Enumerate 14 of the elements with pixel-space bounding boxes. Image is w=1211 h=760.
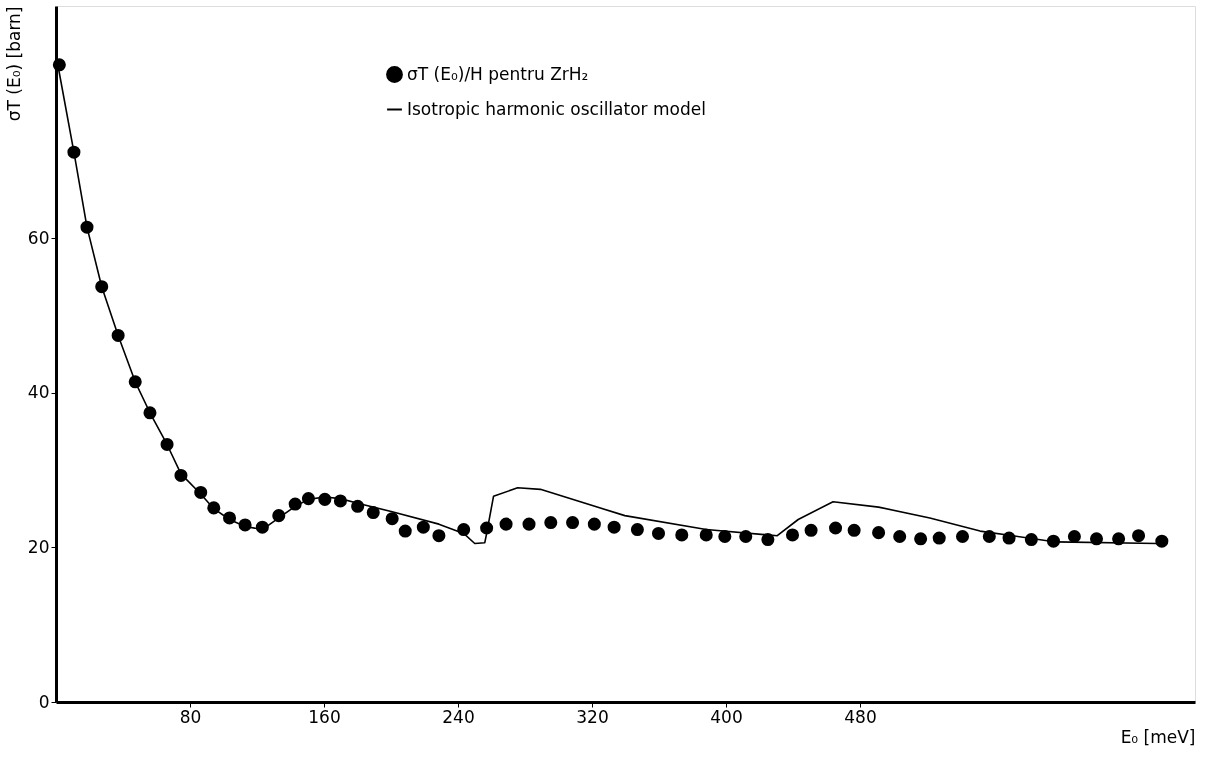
y-tick-label: 40: [27, 382, 50, 403]
x-tick-label: 160: [308, 706, 341, 727]
x-axis-title: E₀ [meV]: [1120, 726, 1196, 747]
y-axis-title: σT (E₀) [barn]: [3, 6, 24, 122]
legend-label: Isotropic harmonic oscillator model: [407, 98, 706, 119]
y-tick-label: 20: [27, 536, 50, 557]
x-tick-label: 480: [844, 706, 877, 727]
x-tick-label: 320: [576, 706, 609, 727]
legend-label: σT (E₀)/H pentru ZrH₂: [407, 63, 589, 84]
y-tick-label: 0: [38, 691, 50, 712]
x-tick-label: 400: [710, 706, 743, 727]
y-tick-label: 60: [27, 227, 50, 248]
x-tick-label: 80: [179, 706, 202, 727]
x-tick-label: 240: [442, 706, 475, 727]
